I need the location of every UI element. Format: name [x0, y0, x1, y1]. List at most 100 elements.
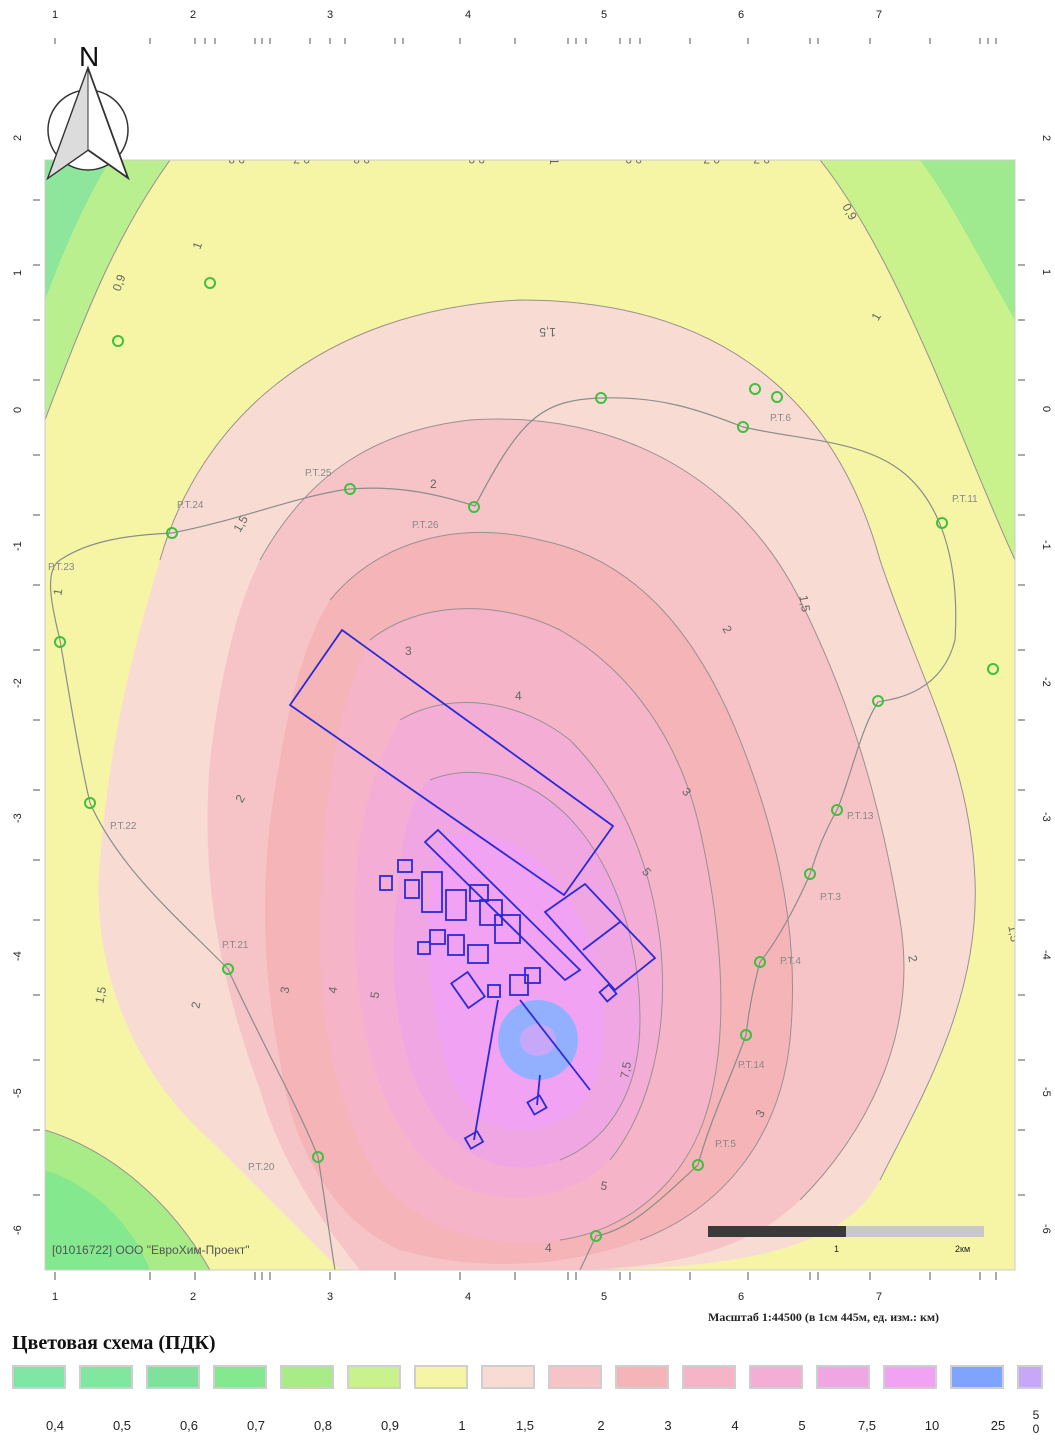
- calc-point-marker[interactable]: [468, 501, 480, 513]
- contour-label: 0,8: [228, 152, 245, 166]
- sanitary-zone-boundary: [50, 397, 957, 1270]
- contour-label: 1,5: [796, 594, 813, 613]
- y-tick-label: -1: [1040, 540, 1052, 550]
- side-axis-ticks: [33, 199, 1025, 1196]
- legend-label: 1,5: [515, 1418, 535, 1433]
- contour-label: 2: [430, 477, 437, 491]
- calc-point-marker[interactable]: [84, 797, 96, 809]
- calc-point-marker[interactable]: [590, 1230, 602, 1242]
- legend-swatch: [950, 1365, 1004, 1389]
- calc-point-marker[interactable]: [112, 335, 124, 347]
- legend-label: 0,8: [313, 1418, 333, 1433]
- calc-point-marker[interactable]: [936, 517, 948, 529]
- contour-label: 1: [547, 158, 561, 165]
- legend-swatch: [548, 1365, 602, 1389]
- bottom-axis-labels: 1 2 3 4 5 6 7: [52, 1291, 882, 1300]
- legend-label: 5: [798, 1418, 806, 1433]
- top-axis-ticks: [54, 38, 997, 44]
- calc-point-marker[interactable]: [692, 1159, 704, 1171]
- contour-label: 3: [405, 644, 412, 658]
- calc-point-label: Р.Т.23: [48, 562, 75, 573]
- x-tick-label: 5: [601, 9, 607, 21]
- calc-point-label: Р.Т.25: [305, 468, 332, 479]
- legend-swatch: [280, 1365, 334, 1389]
- calc-point-marker[interactable]: [166, 527, 178, 539]
- y-tick-label: 2: [1040, 135, 1052, 141]
- calc-point-marker[interactable]: [740, 1029, 752, 1041]
- calc-point-marker[interactable]: [831, 804, 843, 816]
- calc-point-marker[interactable]: [749, 383, 761, 395]
- calc-point-label: Р.Т.14: [738, 1060, 765, 1071]
- calc-point-marker[interactable]: [737, 421, 749, 433]
- calc-point-marker[interactable]: [54, 636, 66, 648]
- y-tick-label: -4: [12, 951, 24, 961]
- x-tick-label: 4: [465, 1291, 471, 1300]
- y-tick-label: 2: [12, 135, 24, 141]
- x-tick-label: 3: [327, 9, 333, 21]
- calc-point-marker[interactable]: [595, 392, 607, 404]
- zone-0-9-nw: [45, 160, 170, 420]
- top-axis-labels: 1 2 3 4 5 6 7: [52, 9, 882, 21]
- legend-swatch: [213, 1365, 267, 1389]
- y-tick-label: -6: [12, 1225, 24, 1235]
- calc-point-label: Р.Т.21: [222, 940, 249, 951]
- calc-point-label: Р.Т.26: [412, 520, 439, 531]
- calc-point-labels: Р.Т.23 Р.Т.24 Р.Т.25 Р.Т.26 Р.Т.6 Р.Т.11…: [48, 413, 978, 1173]
- calc-point-marker[interactable]: [872, 695, 884, 707]
- legend-label: 10: [924, 1418, 940, 1433]
- concentration-map: 0,9 1 1,5 1,5 2 1,5 2 3 4 3 2 5 2 1,5 1,…: [12, 9, 1052, 1300]
- calc-point-label: Р.Т.11: [952, 494, 978, 505]
- y-tick-label: -2: [12, 678, 24, 688]
- legend-label: 0,9: [380, 1418, 400, 1433]
- copyright-label: [01016722] ООО "ЕвроХим-Проект": [52, 1243, 250, 1257]
- x-tick-label: 3: [327, 1291, 333, 1300]
- legend-swatch: [481, 1365, 535, 1389]
- calc-point-marker[interactable]: [754, 956, 766, 968]
- contour-label: 5: [600, 1178, 609, 1193]
- x-tick-label: 4: [465, 9, 471, 21]
- x-tick-label: 7: [876, 1291, 882, 1300]
- legend-label: 25: [990, 1418, 1006, 1433]
- legend-swatch: [615, 1365, 669, 1389]
- contour-label: 0,7: [753, 152, 770, 166]
- calc-point-marker[interactable]: [344, 483, 356, 495]
- legend-swatch: [682, 1365, 736, 1389]
- legend-swatch: [1017, 1365, 1043, 1389]
- y-tick-label: 1: [1040, 269, 1052, 275]
- x-tick-label: 6: [738, 1291, 744, 1300]
- zone-0-8-nw: [45, 160, 110, 300]
- calc-point-label: Р.Т.6: [770, 413, 791, 424]
- legend-label: 0,5: [112, 1418, 132, 1433]
- legend-swatch: [79, 1365, 133, 1389]
- legend-swatch: [749, 1365, 803, 1389]
- contour-label: 7,5: [617, 1060, 634, 1079]
- y-tick-label: 0: [1040, 406, 1052, 412]
- contour-label: 3: [277, 985, 292, 994]
- zone-0-9-ne: [820, 160, 1015, 560]
- calc-point-label: Р.Т.24: [177, 500, 204, 511]
- scale-bar-mid-label: 1: [834, 1244, 839, 1254]
- contour-label: 1: [50, 587, 65, 596]
- x-tick-label: 7: [876, 9, 882, 21]
- calc-point-marker[interactable]: [204, 277, 216, 289]
- calc-point-label: Р.Т.13: [847, 811, 874, 822]
- contour-label: 0,9: [468, 152, 485, 166]
- calc-point-marker[interactable]: [771, 391, 783, 403]
- legend-label: 5 0: [1032, 1408, 1040, 1436]
- contour-label: 1,5: [1005, 924, 1022, 943]
- calc-point-marker[interactable]: [312, 1151, 324, 1163]
- x-tick-label: 2: [190, 1291, 196, 1300]
- contour-label: 4: [545, 1241, 552, 1255]
- calc-point-marker[interactable]: [804, 868, 816, 880]
- legend-label: 0,6: [179, 1418, 199, 1433]
- contour-label-group: 0,9 1 1,5 1,5 2 1,5 2 3 4 3 2 5 2 1,5 1,…: [50, 152, 1022, 1255]
- x-tick-label: 1: [52, 1291, 58, 1300]
- calc-point-marker[interactable]: [222, 963, 234, 975]
- y-tick-label: -3: [12, 813, 24, 823]
- y-tick-label: -4: [1040, 950, 1052, 960]
- contour-label: 1: [190, 240, 206, 251]
- calc-point-marker[interactable]: [987, 663, 999, 675]
- y-tick-label: -3: [1040, 812, 1052, 822]
- contour-label: 0,7: [703, 152, 720, 166]
- legend-label: 0,4: [45, 1418, 65, 1433]
